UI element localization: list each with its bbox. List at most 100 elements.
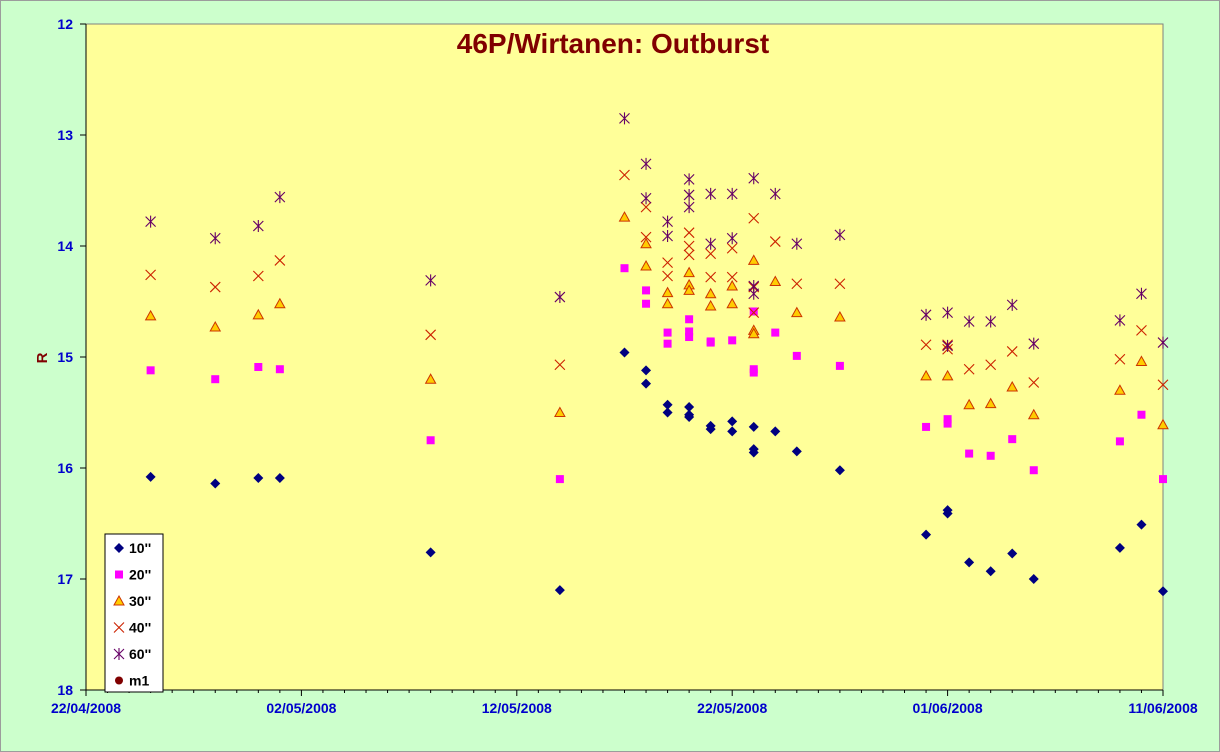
- data-point: [663, 339, 672, 348]
- data-point: [985, 566, 996, 577]
- data-point: [748, 172, 760, 185]
- x-tick-label: 22/04/2008: [51, 700, 121, 716]
- data-point: [835, 361, 844, 370]
- data-point: [748, 287, 760, 300]
- x-tick-label: 12/05/2008: [482, 700, 552, 716]
- data-point: [253, 472, 264, 483]
- data-point: [1006, 346, 1018, 357]
- x-tick-label: 02/05/2008: [266, 700, 336, 716]
- data-point: [642, 299, 651, 308]
- series-40: [145, 169, 1169, 391]
- data-point: [985, 359, 997, 371]
- data-point: [254, 362, 263, 371]
- data-point: [834, 228, 846, 241]
- data-point: [554, 585, 565, 596]
- legend-marker: [113, 648, 125, 660]
- legend-label: 20'': [129, 567, 151, 583]
- data-point: [791, 446, 802, 457]
- data-point: [791, 237, 803, 250]
- data-point: [726, 271, 738, 283]
- series-60: [145, 112, 1169, 352]
- data-point: [705, 237, 717, 250]
- data-point: [1027, 408, 1040, 420]
- data-point: [685, 315, 694, 324]
- data-point: [943, 419, 952, 428]
- data-point: [770, 426, 781, 437]
- data-point: [942, 508, 953, 519]
- data-point: [683, 284, 695, 295]
- data-point: [1006, 298, 1018, 311]
- data-point: [726, 187, 738, 200]
- y-tick-label: 18: [57, 682, 73, 698]
- data-point: [1157, 418, 1169, 430]
- legend-item: m1: [115, 673, 149, 689]
- data-point: [1114, 314, 1126, 327]
- data-point: [769, 275, 782, 287]
- data-point: [662, 270, 673, 282]
- data-point: [705, 187, 717, 200]
- data-point: [640, 231, 652, 243]
- data-point: [726, 279, 739, 291]
- data-point: [1136, 324, 1147, 336]
- legend-label: 30'': [129, 593, 151, 609]
- data-point: [145, 471, 156, 482]
- data-point: [920, 339, 932, 351]
- data-point: [941, 369, 954, 381]
- data-point: [1007, 548, 1018, 559]
- data-point: [1136, 519, 1147, 530]
- data-point: [769, 236, 781, 247]
- data-point: [252, 220, 264, 233]
- data-point: [662, 215, 673, 228]
- data-point: [748, 307, 760, 318]
- data-point: [640, 259, 652, 271]
- data-point: [943, 415, 952, 424]
- data-point: [1029, 466, 1038, 475]
- data-point: [425, 547, 436, 558]
- data-point: [922, 422, 931, 431]
- data-point: [619, 347, 630, 358]
- data-point: [726, 297, 739, 309]
- data-point: [1135, 355, 1148, 366]
- data-point: [554, 291, 566, 304]
- x-tick-label: 11/06/2008: [1128, 700, 1198, 716]
- legend-item: 30'': [113, 593, 151, 609]
- legend-marker: [113, 622, 125, 633]
- data-point: [747, 254, 760, 265]
- data-point: [145, 215, 157, 228]
- data-point: [274, 191, 286, 204]
- data-point: [705, 248, 717, 260]
- data-point: [1114, 384, 1126, 395]
- legend-box: [104, 533, 164, 693]
- y-tick-label: 13: [57, 127, 73, 143]
- data-point: [920, 308, 932, 321]
- data-point: [792, 351, 801, 360]
- data-point: [554, 406, 566, 417]
- data-point: [726, 242, 738, 254]
- data-point: [705, 271, 717, 283]
- data-point: [985, 315, 997, 328]
- x-axis: 22/04/2008 02/05/2008 12/05/2008 22/05/2008…: [51, 689, 1198, 716]
- data-point: [209, 232, 221, 245]
- data-point: [640, 192, 652, 205]
- data-point: [747, 327, 760, 339]
- data-point: [684, 401, 695, 412]
- data-point: [662, 257, 673, 269]
- legend-marker: [113, 594, 125, 606]
- legend-label: 40'': [129, 620, 151, 636]
- data-point: [620, 264, 629, 273]
- x-tick-label: 22/05/2008: [697, 700, 767, 716]
- data-point: [274, 297, 286, 309]
- data-point: [704, 299, 717, 311]
- data-point: [619, 112, 630, 125]
- data-point: [1159, 475, 1167, 484]
- y-tick-label: 15: [57, 349, 73, 365]
- legend-marker: [115, 570, 123, 579]
- data-point: [555, 475, 564, 484]
- legend-label: 10'': [129, 540, 151, 556]
- data-point: [749, 368, 758, 377]
- data-point: [1006, 380, 1019, 392]
- data-point: [1157, 336, 1169, 349]
- data-point: [274, 255, 286, 266]
- data-point: [425, 329, 437, 341]
- legend-label: 60'': [129, 646, 151, 662]
